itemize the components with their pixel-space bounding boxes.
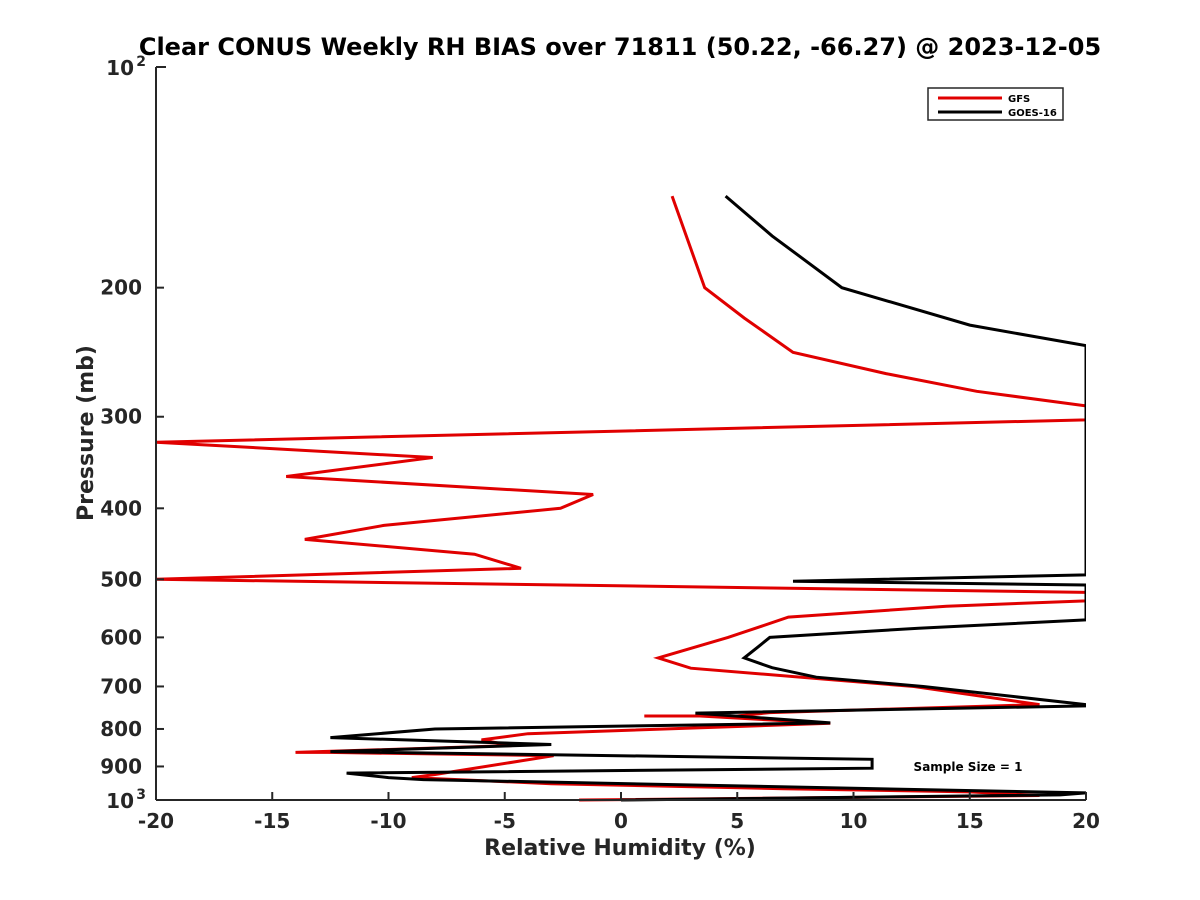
- ticks-layer: -20 -15 -10 -5 0 5 10 15 20 200 300 400 500 600 700 800…: [100, 54, 1100, 833]
- x-tick-label: 0: [614, 809, 628, 833]
- chart-title: Clear CONUS Weekly RH BIAS over 71811 (5…: [139, 33, 1101, 61]
- x-tick-label: 10: [840, 809, 868, 833]
- x-axis-label: Relative Humidity (%): [484, 836, 756, 861]
- legend: GFS GOES-16: [927, 87, 1064, 121]
- y-decade-label: 10: [106, 789, 134, 813]
- sample-size-annotation: Sample Size = 1: [914, 760, 1023, 774]
- x-tick-label: 15: [956, 809, 984, 833]
- legend-box: [927, 87, 1064, 121]
- x-tick-label: -5: [494, 809, 516, 833]
- y-tick-label: 300: [100, 405, 142, 429]
- y-tick-label: 600: [100, 625, 142, 649]
- x-tick-label: -15: [254, 809, 290, 833]
- y-tick-label: 200: [100, 276, 142, 300]
- series-layer: [156, 194, 1086, 802]
- y-axis-label: Pressure (mb): [74, 345, 99, 521]
- y-decade-exponent: 2: [136, 54, 146, 70]
- series-line-goes-16: [330, 194, 1086, 802]
- y-decade-label: 10: [106, 56, 134, 80]
- y-tick-label: 500: [100, 567, 142, 591]
- x-tick-label: 20: [1072, 809, 1100, 833]
- y-tick-label: 400: [100, 496, 142, 520]
- y-tick-label: 900: [100, 754, 142, 778]
- x-tick-label: -20: [138, 809, 174, 833]
- legend-label: GOES-16: [1008, 108, 1057, 119]
- legend-label: GFS: [1008, 94, 1030, 105]
- x-tick-label: 5: [730, 809, 744, 833]
- y-tick-label: 800: [100, 717, 142, 741]
- x-tick-label: -10: [370, 809, 406, 833]
- y-tick-label: 700: [100, 674, 142, 698]
- y-decade-exponent: 3: [136, 787, 146, 803]
